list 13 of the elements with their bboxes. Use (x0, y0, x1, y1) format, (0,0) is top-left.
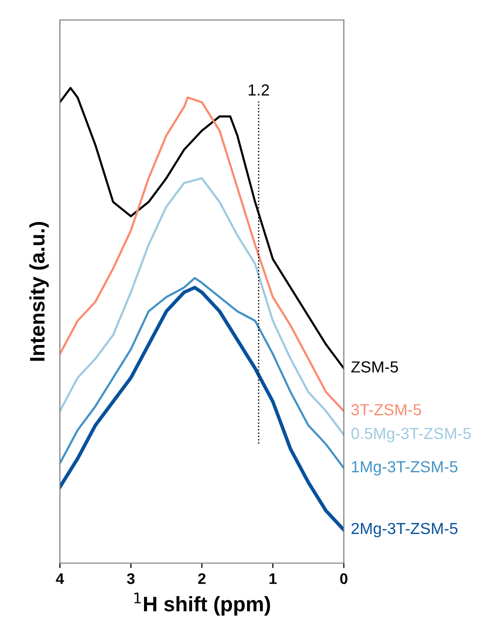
series-label: 3T-ZSM-5 (351, 404, 422, 416)
series-label: 2Mg-3T-ZSM-5 (352, 522, 458, 538)
series-label: 1Mg-3T-ZSM-5 (352, 461, 458, 476)
series-label: ZSM-5 (351, 361, 398, 373)
x-tick-label: 2 (198, 573, 206, 584)
x-tick-label: 3 (126, 573, 135, 584)
x-tick-label: 0 (340, 573, 348, 584)
series-label: 0.5Mg-3T-ZSM-5 (351, 428, 471, 442)
y-axis-title: Intensity (a.u.) (29, 222, 49, 361)
x-tick-label: 4 (56, 573, 64, 584)
x-axis-title: $^{1}$H shift (ppm) (134, 592, 270, 616)
x-tick-label: 1 (270, 573, 277, 584)
ref-line-label: 1.2 (248, 84, 269, 96)
